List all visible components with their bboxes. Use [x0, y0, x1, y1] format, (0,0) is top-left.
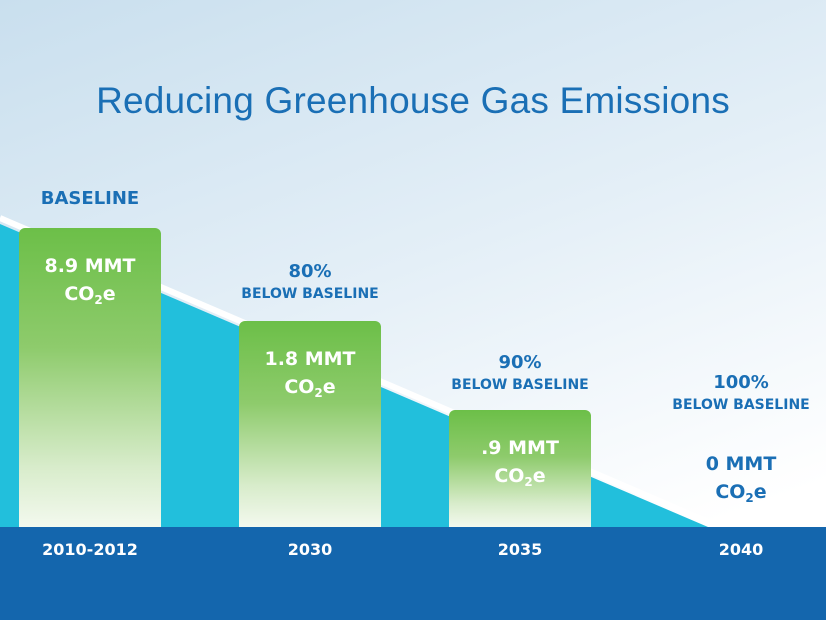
year-band: [0, 527, 826, 620]
baseline-label: BASELINE: [40, 188, 140, 209]
reduction-label-2030: 80% BELOW BASELINE: [241, 261, 379, 302]
year-label: 2040: [718, 540, 764, 559]
chart-title: Reducing Greenhouse Gas Emissions: [96, 80, 730, 121]
bar-2035: .9 MMT CO2e: [449, 410, 591, 527]
bar-value: .9 MMT: [481, 437, 559, 459]
year-label: 2035: [497, 540, 543, 559]
bar-unit: CO2e: [64, 283, 116, 307]
bar-2030: 1.8 MMT CO2e: [239, 321, 381, 527]
bar-value: 8.9 MMT: [44, 255, 136, 277]
bar-unit: CO2e: [284, 376, 336, 400]
year-label: 2010-2012: [42, 540, 138, 559]
bar-value: 1.8 MMT: [264, 348, 356, 370]
bar-2040-value: 0 MMT CO2e: [705, 453, 777, 505]
bar-unit: CO2e: [494, 465, 546, 489]
reduction-label-2040: 100% BELOW BASELINE: [672, 372, 810, 413]
reduction-label-2035: 90% BELOW BASELINE: [451, 352, 589, 393]
year-label: 2030: [287, 540, 333, 559]
bar-2010-2012: 8.9 MMT CO2e: [19, 228, 161, 527]
